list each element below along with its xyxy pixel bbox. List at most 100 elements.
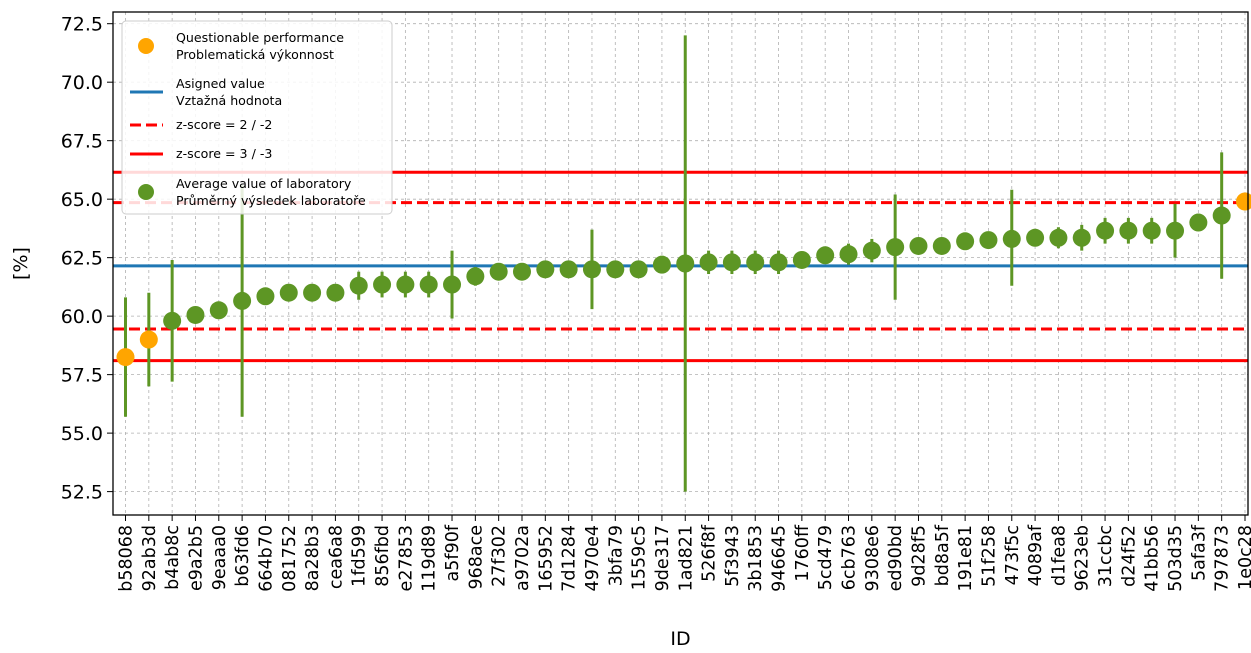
x-tick-label: d1fea8 [1049,525,1069,586]
lab-point [839,245,858,264]
legend-box [121,20,393,215]
x-tick-label: 9eaaa0 [210,525,230,590]
x-tick-label: 503d35 [1166,525,1186,592]
x-tick-label: 191e81 [956,525,976,591]
x-tick-label: 31ccbc [1096,525,1116,587]
lab-point [1026,228,1045,247]
x-tick-label: 1559c5 [630,525,650,590]
lab-point [909,236,928,255]
legend-label: Vztažná hodnota [176,93,282,108]
lab-point [1212,206,1231,225]
lab-point [862,241,881,260]
x-tick-label: 1fd599 [350,525,370,587]
x-ticks: b58068 92ab3d b4ab8c e9a2b5 9eaaa0 b63fd6 664b… [117,515,1251,592]
lab-point [722,253,741,272]
lab-point [792,250,811,269]
lab-point [1142,221,1161,240]
lab-point [629,260,648,279]
legend-marker-questionable [138,38,154,54]
lab-point [1049,228,1068,247]
legend-label: Average value of laboratory [176,176,352,191]
lab-point [699,253,718,272]
questionable-point [139,330,158,349]
x-tick-label: 27f302 [490,525,510,587]
x-tick-label: 473f5c [1003,525,1023,585]
x-tick-label: 946645 [770,525,790,592]
x-tick-label: 1e0c28 [1236,525,1251,590]
legend-label: Questionable performance [176,30,344,45]
lab-point [349,276,368,295]
x-tick-label: a9702a [513,525,533,591]
lab-point [886,238,905,257]
x-tick-label: 9308e6 [863,525,883,591]
y-tick-label: 65.0 [61,189,103,211]
lab-point [769,253,788,272]
legend-label: z-score = 3 / -3 [176,146,272,161]
y-tick-label: 55.0 [61,423,103,445]
y-tick-label: 62.5 [61,248,103,270]
lab-point [1072,228,1091,247]
lab-point [209,301,228,320]
x-tick-label: cea6a8 [326,525,346,589]
x-tick-label: 119d89 [420,525,440,592]
lab-point [582,260,601,279]
lab-point [1189,213,1208,232]
x-tick-label: 6cb763 [840,525,860,590]
lab-point [163,311,182,330]
x-tick-label: 5f3943 [723,525,743,587]
x-tick-label: ed90bd [886,525,906,591]
lab-point [373,275,392,294]
x-tick-label: 165952 [536,525,556,592]
x-tick-label: 41bb56 [1143,525,1163,592]
legend-label: Problematická výkonnost [176,47,334,62]
x-tick-label: 8a28b3 [303,525,323,591]
y-tick-label: 67.5 [61,131,103,153]
questionable-point [116,348,135,367]
lab-point [652,255,671,274]
x-tick-label: b58068 [117,525,137,592]
lab-point [466,267,485,286]
x-tick-label: 968ace [466,525,486,590]
x-tick-label: 4089af [1026,524,1046,586]
legend-marker-lab [138,184,154,200]
lab-point [443,275,462,294]
lab-point [746,253,765,272]
x-tick-label: 51f258 [979,525,999,587]
x-tick-label: 081752 [280,525,300,592]
lab-point [1166,221,1185,240]
y-tick-label: 70.0 [61,72,103,94]
x-tick-label: 526f8f [700,524,720,582]
y-ticks: 52.5 55.0 57.5 60.0 62.5 65.0 67.5 70.0 72.5 [61,14,113,504]
lab-point [512,262,531,281]
lab-point [932,236,951,255]
x-tick-label: 856fbd [373,525,393,587]
lab-point [326,283,345,302]
x-tick-label: bd8a5f [933,524,953,586]
x-tick-label: 5cd479 [816,525,836,590]
lab-point [536,260,555,279]
x-tick-label: b4ab8c [163,525,183,590]
lab-point [1096,221,1115,240]
lab-point [256,287,275,306]
lab-point [559,260,578,279]
x-tick-label: 797873 [1213,525,1233,592]
x-tick-label: 4970e4 [583,525,603,591]
lab-point [489,262,508,281]
legend-label: Asigned value [176,76,265,91]
legend: Questionable performance Problematická vý… [121,20,393,215]
x-tick-label: 3b1853 [746,525,766,592]
x-tick-label: 92ab3d [140,525,160,591]
lab-point [186,305,205,324]
lab-point [956,232,975,251]
y-tick-label: 72.5 [61,14,103,36]
x-axis-label: ID [670,628,690,650]
x-tick-label: e9a2b5 [186,525,206,591]
data-points [116,192,1251,367]
x-tick-label: e27853 [396,525,416,591]
lab-point [279,283,298,302]
lab-point [606,260,625,279]
lab-point [419,275,438,294]
questionable-point [1236,192,1251,211]
y-axis-label: [%] [10,247,32,280]
